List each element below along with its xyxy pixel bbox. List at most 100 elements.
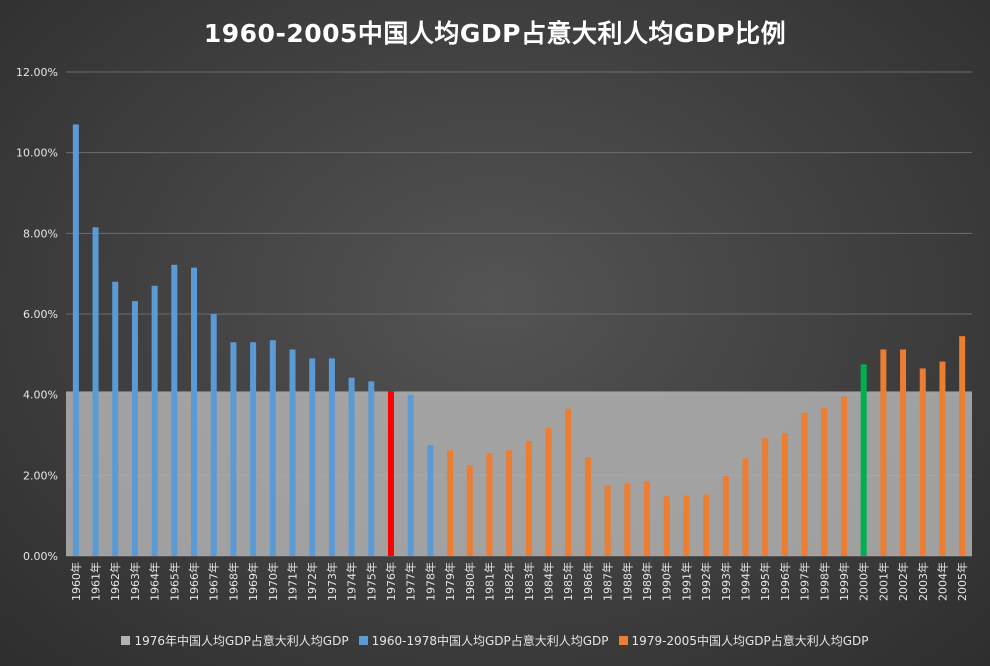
x-tick-label: 1991年 xyxy=(679,562,693,601)
x-tick-label: 2003年 xyxy=(916,562,930,601)
reference-band-layer xyxy=(66,391,972,556)
x-tick-label: 1971年 xyxy=(286,562,300,601)
bar xyxy=(131,301,138,556)
bar xyxy=(644,481,651,556)
bar xyxy=(860,364,867,556)
bar xyxy=(624,483,631,556)
legend-label: 1960-1978中国人均GDP占意大利人均GDP xyxy=(371,634,609,648)
bar xyxy=(801,412,808,556)
x-tick-label: 1963年 xyxy=(128,562,142,601)
y-tick-label: 10.00% xyxy=(16,147,58,160)
reference-band xyxy=(66,391,972,556)
x-tick-label: 1987年 xyxy=(601,562,615,601)
bar xyxy=(703,494,710,556)
x-tick-label: 1969年 xyxy=(246,562,260,601)
bar-chart: 0.00% 2.00% 4.00% 6.00% 8.00% 10.00% 12.00% 19… xyxy=(16,66,972,601)
x-tick-label: 1999年 xyxy=(837,562,851,601)
bar xyxy=(191,267,198,556)
x-tick-label: 1980年 xyxy=(463,562,477,601)
bar xyxy=(840,396,847,556)
x-tick-label: 1966年 xyxy=(187,562,201,601)
bar xyxy=(112,281,119,556)
x-tick-label: 1985年 xyxy=(561,562,575,601)
y-tick-label: 12.00% xyxy=(16,66,58,79)
bar xyxy=(230,342,237,556)
x-tick-label: 2005年 xyxy=(955,562,969,601)
bar xyxy=(269,340,276,556)
bar xyxy=(151,285,158,556)
bar xyxy=(900,349,907,556)
x-tick-label: 1981年 xyxy=(482,562,496,601)
bar xyxy=(821,407,828,556)
bar xyxy=(171,264,178,556)
legend-label: 1976年中国人均GDP占意大利人均GDP xyxy=(134,634,349,648)
bar xyxy=(210,314,217,556)
bar xyxy=(565,408,572,556)
bar xyxy=(407,394,414,556)
x-tick-label: 1974年 xyxy=(345,562,359,601)
x-tick-label: 1986年 xyxy=(581,562,595,601)
x-tick-label: 1964年 xyxy=(148,562,162,601)
x-tick-label: 1967年 xyxy=(207,562,221,601)
x-tick-label: 1979年 xyxy=(443,562,457,601)
y-tick-label: 2.00% xyxy=(23,469,58,482)
x-tick-label: 1975年 xyxy=(364,562,378,601)
bar xyxy=(880,349,887,556)
x-tick-label: 1960年 xyxy=(69,562,83,601)
bar xyxy=(486,453,493,556)
x-tick-label: 1961年 xyxy=(89,562,103,601)
x-tick-label: 1988年 xyxy=(620,562,634,601)
bar xyxy=(348,377,355,556)
x-tick-label: 1962年 xyxy=(108,562,122,601)
x-tick-label: 1972年 xyxy=(305,562,319,601)
legend-swatch xyxy=(618,636,628,645)
bar xyxy=(387,391,394,556)
y-tick-label: 6.00% xyxy=(23,308,58,321)
bar xyxy=(663,496,670,556)
chart-title: 1960-2005中国人均GDP占意大利人均GDP比例 xyxy=(203,19,787,48)
bar xyxy=(545,427,552,556)
x-tick-label: 1993年 xyxy=(719,562,733,601)
bar xyxy=(742,458,749,556)
bar xyxy=(250,342,257,556)
bar xyxy=(309,358,316,556)
bar xyxy=(722,476,729,556)
x-tick-label: 1997年 xyxy=(798,562,812,601)
legend-item: 1960-1978中国人均GDP占意大利人均GDP xyxy=(358,632,609,649)
bar xyxy=(328,358,335,556)
bar xyxy=(92,227,99,557)
x-tick-label: 2001年 xyxy=(876,562,890,601)
x-tick-label: 1965年 xyxy=(167,562,181,601)
x-tick-label: 2004年 xyxy=(935,562,949,601)
x-tick-label: 1995年 xyxy=(758,562,772,601)
y-tick-label: 4.00% xyxy=(23,389,58,402)
bar xyxy=(72,124,79,556)
x-tick-label: 1994年 xyxy=(739,562,753,601)
bar xyxy=(506,450,513,556)
x-tick-label: 1992年 xyxy=(699,562,713,601)
x-tick-label: 1982年 xyxy=(502,562,516,601)
bars xyxy=(72,124,966,557)
bar xyxy=(683,495,690,556)
x-tick-label: 1983年 xyxy=(522,562,536,601)
x-tick-label: 2000年 xyxy=(857,562,871,601)
y-tick-label: 8.00% xyxy=(23,227,58,240)
x-tick-label: 2002年 xyxy=(896,562,910,601)
bar xyxy=(919,368,926,556)
x-tick-label: 1984年 xyxy=(542,562,556,601)
legend-swatch xyxy=(358,636,368,645)
legend-label: 1979-2005中国人均GDP占意大利人均GDP xyxy=(631,634,869,648)
bar xyxy=(762,438,769,556)
bar xyxy=(604,485,611,556)
bar xyxy=(781,432,788,556)
bar xyxy=(466,465,473,556)
bar xyxy=(447,450,454,556)
x-tick-label: 1978年 xyxy=(423,562,437,601)
x-axis: 1960年 1961年 1962年 1963年 1964年 1965年 1966年 1967年… xyxy=(69,562,969,601)
bar xyxy=(368,381,375,556)
bar xyxy=(427,445,434,556)
x-tick-label: 1976年 xyxy=(384,562,398,601)
x-tick-label: 1998年 xyxy=(817,562,831,601)
x-tick-label: 1990年 xyxy=(660,562,674,601)
bar xyxy=(525,441,532,556)
